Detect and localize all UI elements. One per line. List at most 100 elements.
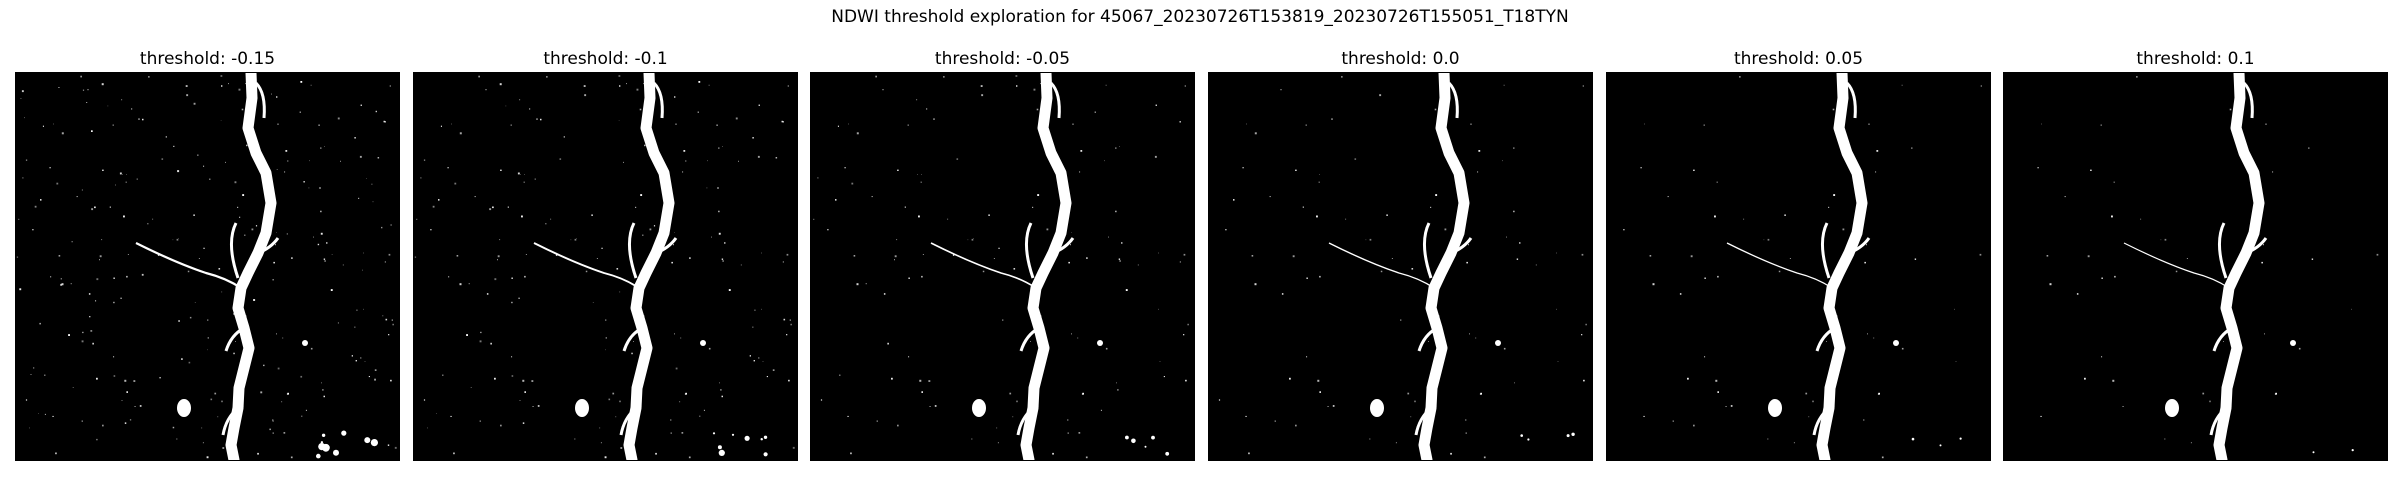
noise-speck	[1225, 229, 1227, 231]
noise-speck	[453, 452, 455, 455]
figure-title: NDWI threshold exploration for 45067_202…	[831, 7, 1569, 27]
noise-speck	[189, 316, 192, 319]
noise-speck	[382, 315, 384, 317]
noise-speck	[447, 167, 449, 169]
noise-speck	[1319, 275, 1321, 278]
noise-speck	[620, 447, 623, 449]
noise-speck	[708, 84, 710, 86]
noise-speck	[310, 347, 313, 350]
noise-speck	[394, 446, 397, 449]
noise-speck	[1457, 227, 1460, 230]
noise-speck	[1332, 405, 1335, 407]
noise-speck	[522, 422, 525, 424]
noise-speck	[993, 258, 995, 259]
noise-speck	[525, 254, 527, 255]
noise-speck	[359, 155, 362, 158]
noise-speck	[206, 456, 209, 459]
noise-speck	[1516, 258, 1519, 260]
noise-speck	[583, 85, 586, 87]
noise-speck	[387, 444, 390, 446]
noise-speck	[2261, 261, 2263, 264]
noise-speck	[497, 259, 498, 261]
noise-speck	[1739, 76, 1741, 78]
noise-speck	[532, 406, 534, 407]
noise-speck	[94, 206, 96, 209]
noise-speck	[290, 456, 293, 459]
noise-speck	[1876, 150, 1879, 152]
noise-speck	[187, 270, 190, 273]
noise-speck	[217, 416, 219, 418]
noise-speck	[711, 236, 712, 238]
noise-speck	[1158, 308, 1159, 310]
noise-speck	[235, 341, 236, 342]
noise-speck	[775, 157, 778, 159]
noise-speck	[193, 214, 195, 216]
noise-speck	[2275, 392, 2277, 395]
noise-speck	[894, 259, 895, 261]
noise-speck	[891, 377, 893, 380]
water-blob	[1520, 434, 1523, 437]
noise-speck	[1911, 147, 1913, 149]
noise-speck	[2254, 191, 2257, 193]
noise-speck	[1345, 218, 1347, 220]
noise-speck	[364, 361, 366, 362]
noise-speck	[1808, 416, 1810, 418]
noise-speck	[1292, 255, 1295, 258]
noise-speck	[655, 452, 657, 455]
noise-speck	[18, 218, 20, 220]
noise-speck	[20, 98, 22, 99]
noise-speck	[499, 239, 501, 241]
noise-speck	[783, 318, 786, 321]
noise-speck	[786, 334, 788, 336]
noise-speck	[1032, 206, 1034, 208]
noise-speck	[2229, 108, 2232, 111]
water-blob	[763, 435, 768, 439]
noise-speck	[53, 123, 54, 125]
noise-speck	[883, 293, 886, 295]
noise-speck	[882, 89, 884, 91]
noise-speck	[61, 283, 64, 286]
noise-speck	[1121, 242, 1123, 244]
noise-speck	[225, 161, 226, 163]
noise-speck	[89, 316, 91, 318]
noise-speck	[1980, 85, 1982, 87]
noise-speck	[2175, 270, 2178, 273]
noise-speck	[194, 302, 196, 303]
noise-speck	[1317, 379, 1320, 382]
noise-speck	[241, 108, 244, 111]
noise-speck	[817, 177, 819, 179]
noise-speck	[1327, 406, 1329, 407]
noise-speck	[998, 247, 1000, 249]
noise-speck	[30, 374, 32, 375]
water-mask-image	[413, 72, 798, 461]
noise-speck	[2190, 442, 2192, 444]
noise-speck	[996, 427, 998, 429]
panel-threshold-neg-0-1: threshold: -0.1	[413, 50, 798, 461]
noise-speck	[1086, 257, 1088, 259]
noise-speck	[176, 438, 178, 440]
water-mask-image	[1606, 72, 1991, 461]
noise-speck	[366, 178, 367, 179]
noise-speck	[1717, 275, 1719, 278]
water-blob	[333, 449, 339, 456]
noise-speck	[1254, 283, 1257, 286]
noise-speck	[626, 83, 627, 85]
noise-speck	[113, 375, 116, 377]
noise-speck	[1037, 293, 1039, 295]
noise-speck	[1863, 419, 1865, 421]
noise-speck	[2101, 356, 2103, 358]
noise-speck	[136, 178, 138, 180]
noise-speck	[643, 83, 645, 85]
noise-speck	[540, 118, 542, 121]
noise-speck	[442, 374, 444, 376]
noise-speck	[165, 136, 167, 138]
noise-speck	[584, 94, 587, 97]
noise-speck	[1470, 123, 1472, 125]
noise-speck	[351, 355, 353, 357]
noise-speck	[570, 239, 572, 241]
noise-speck	[2040, 415, 2042, 417]
noise-speck	[320, 147, 322, 149]
noise-speck	[608, 398, 611, 401]
noise-speck	[44, 413, 46, 415]
noise-speck	[139, 405, 142, 407]
